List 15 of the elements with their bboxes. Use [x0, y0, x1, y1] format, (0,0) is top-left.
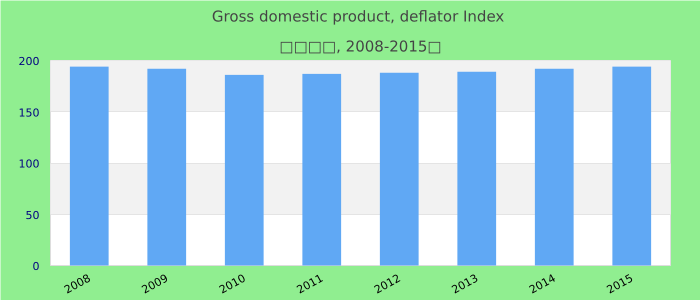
y-tick-label: 50 — [26, 208, 40, 222]
y-tick-label: 0 — [32, 260, 40, 273]
bar — [534, 68, 574, 266]
bar — [70, 66, 109, 266]
bar — [380, 72, 419, 266]
y-tick-label: 100 — [18, 158, 40, 170]
chart-title: Gross domestic product, deflator Index — [212, 8, 504, 26]
bar — [457, 72, 496, 266]
chart-subtitle: □□□□, 2008-2015□ — [279, 38, 442, 56]
bar — [224, 74, 264, 266]
y-tick-label: 150 — [18, 106, 40, 120]
y-tick-label: 200 — [18, 55, 40, 68]
bar — [302, 74, 342, 266]
bar — [612, 66, 652, 266]
bar — [147, 68, 186, 266]
